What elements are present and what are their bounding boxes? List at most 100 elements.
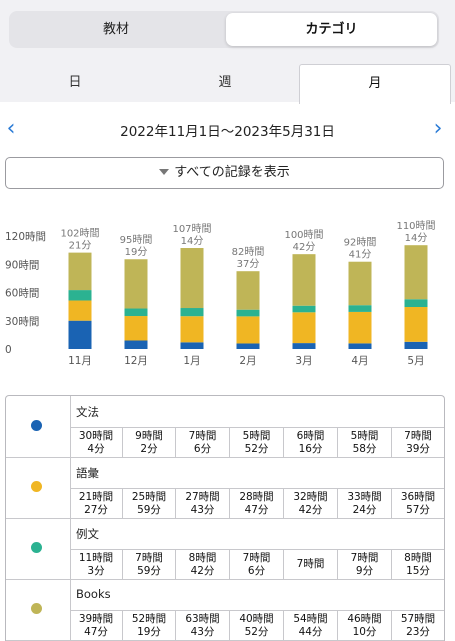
chevron-right-icon[interactable]: › — [433, 116, 443, 141]
duration-hours: 8時間 — [188, 552, 217, 564]
x-tick-label: 5月 — [407, 355, 424, 367]
y-tick-label: 90時間 — [5, 259, 39, 271]
duration-cell: 46時間 10分 — [338, 610, 392, 640]
duration-hours: 46時間 — [347, 613, 382, 625]
duration-minutes: 6分 — [247, 565, 266, 577]
tab-week[interactable]: 週 — [218, 75, 232, 90]
bar-total-hours-label: 110時間 — [396, 220, 435, 232]
duration-cell: 30時間 4分 — [70, 427, 123, 457]
duration-hours: 32時間 — [293, 491, 328, 503]
duration-hours: 7時間 — [404, 430, 432, 442]
duration-minutes: 47分 — [84, 626, 108, 638]
bar-segment — [180, 342, 204, 349]
duration-cell: 9時間 2分 — [123, 427, 176, 457]
duration-hours: 25時間 — [131, 491, 167, 503]
bar-segment — [180, 308, 204, 317]
bar-total-hours-label: 92時間 — [344, 237, 377, 249]
x-tick-label: 2月 — [239, 355, 256, 367]
category-row: 例文 11時間 3分 7時間 59分 8時間 42分 7時間 6分 7時間 7時間 9分 8時間 15分 — [6, 518, 444, 580]
duration-minutes: 4分 — [87, 443, 105, 455]
duration-cell: 33時間 24分 — [338, 488, 392, 518]
duration-hours: 57時間 — [400, 613, 436, 625]
duration-minutes: 57分 — [406, 504, 430, 516]
bar-segment — [348, 305, 372, 312]
duration-cell: 7時間 59分 — [123, 549, 176, 579]
duration-cell: 11時間 3分 — [70, 549, 123, 579]
duration-minutes: 52分 — [244, 626, 269, 638]
duration-hours: 52時間 — [131, 613, 167, 625]
category-name: 語彙 — [76, 466, 99, 480]
tab-month[interactable]: 月 — [299, 64, 451, 104]
tab-day[interactable]: 日 — [68, 75, 82, 90]
x-tick-label: 11月 — [68, 355, 92, 367]
duration-cell: 28時間 47分 — [230, 488, 284, 518]
bar-segment — [68, 252, 92, 291]
duration-cell: 7時間 — [284, 549, 338, 579]
duration-cell: 27時間 43分 — [176, 488, 230, 518]
duration-hours: 7時間 — [135, 552, 163, 564]
duration-hours: 7時間 — [188, 430, 217, 442]
bar-total-hours-label: 95時間 — [120, 234, 153, 246]
y-tick-label: 0 — [5, 344, 12, 356]
date-range-label: 2022年11月1日〜2023年5月31日 — [120, 124, 335, 140]
bar-total-hours-label: 82時間 — [232, 246, 265, 258]
duration-minutes: 10分 — [352, 626, 377, 638]
segment-category[interactable]: カテゴリ — [226, 13, 437, 46]
duration-minutes: 58分 — [352, 443, 377, 455]
duration-minutes: 59分 — [137, 565, 161, 577]
bar-total-minutes-label: 41分 — [349, 249, 372, 261]
category-table: 文法 30時間 4分 9時間 2分 7時間 6分 5時間 52分 6時間 16分 5時間 58分 7時間 3… — [5, 395, 445, 641]
duration-hours: 7時間 — [350, 552, 379, 564]
bar-total-minutes-label: 19分 — [125, 246, 148, 258]
category-name: 文法 — [76, 405, 99, 419]
duration-minutes: 27分 — [84, 504, 108, 516]
bar-total-hours-label: 107時間 — [172, 223, 211, 235]
duration-hours: 21時間 — [78, 491, 114, 503]
category-color-dot — [31, 542, 42, 553]
duration-minutes: 47分 — [244, 504, 269, 516]
bar-segment — [404, 307, 428, 342]
duration-minutes: 9分 — [355, 565, 374, 577]
duration-minutes: 44分 — [298, 626, 323, 638]
duration-minutes: 19分 — [137, 626, 161, 638]
duration-cell: 8時間 42分 — [176, 549, 230, 579]
color-cell — [6, 457, 71, 518]
x-tick-label: 3月 — [295, 355, 312, 367]
bar-segment — [124, 340, 148, 349]
bar-total-minutes-label: 14分 — [181, 235, 204, 247]
duration-cell: 8時間 15分 — [392, 549, 444, 579]
bar-segment — [236, 271, 260, 310]
duration-cell: 32時間 42分 — [284, 488, 338, 518]
bar-total-minutes-label: 14分 — [405, 232, 428, 244]
duration-cell: 7時間 6分 — [176, 427, 230, 457]
bar-segment — [292, 305, 316, 313]
duration-hours: 33時間 — [347, 491, 382, 503]
bar-segment — [68, 300, 92, 321]
duration-hours: 40時間 — [239, 613, 274, 625]
x-tick-label: 4月 — [351, 355, 368, 367]
duration-hours: 39時間 — [78, 613, 114, 625]
duration-cell: 7時間 39分 — [392, 427, 444, 457]
show-all-records-button[interactable]: すべての記録を表示 — [5, 157, 444, 189]
duration-minutes: 52分 — [244, 443, 269, 455]
duration-hours: 63時間 — [185, 613, 220, 625]
duration-hours: 28時間 — [239, 491, 274, 503]
duration-hours: 5時間 — [350, 430, 379, 442]
bar-segment — [292, 343, 316, 349]
duration-minutes: 24分 — [352, 504, 377, 516]
duration-minutes: 2分 — [140, 443, 158, 455]
bar-segment — [348, 343, 372, 349]
duration-hours: 7時間 — [296, 558, 325, 570]
duration-cell: 40時間 52分 — [230, 610, 284, 640]
bar-segment — [404, 341, 428, 349]
duration-hours: 7時間 — [242, 552, 271, 564]
duration-hours: 6時間 — [296, 430, 325, 442]
color-cell — [6, 396, 71, 457]
duration-minutes: 3分 — [87, 565, 105, 577]
category-name: Books — [76, 587, 111, 601]
bar-segment — [404, 245, 428, 300]
segment-materials[interactable]: 教材 — [102, 22, 129, 37]
chevron-left-icon[interactable]: ‹ — [6, 116, 16, 141]
bar-total-minutes-label: 21分 — [69, 240, 92, 252]
